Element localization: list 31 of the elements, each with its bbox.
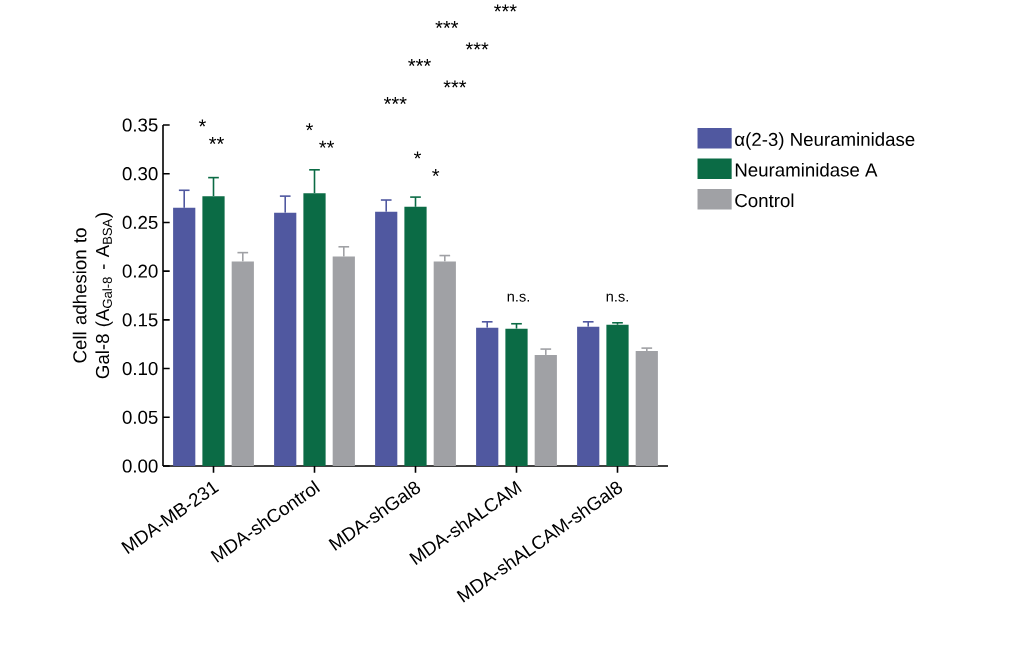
text: ***: [465, 42, 489, 50]
text: ***: [443, 80, 467, 88]
y-tick-label: 0.15: [122, 313, 158, 327]
y-tick-label: 0.10: [122, 361, 158, 376]
y-tick-label: 0.20: [122, 264, 158, 278]
bar: [606, 324, 629, 466]
annotation: *: [413, 151, 422, 159]
y-tick-label: 0.00: [122, 459, 158, 473]
bar: [534, 354, 557, 466]
annotation: **: [319, 140, 335, 148]
y-tick-label: 0.25: [122, 215, 158, 230]
text: ***: [383, 96, 407, 104]
bar: [635, 351, 658, 466]
annotation: *: [198, 119, 206, 127]
legend-label: Neuraminidase A: [735, 162, 878, 177]
bar: [476, 327, 499, 466]
legend-label: α(2-3) Neuraminidase: [735, 132, 915, 150]
annotation: **: [209, 136, 224, 144]
y-tick-label: 0.30: [122, 167, 158, 181]
y-tick-label: 0.35: [122, 118, 158, 132]
text: ***: [435, 20, 459, 29]
annotation: n.s.: [507, 293, 530, 302]
annotation: *: [305, 123, 314, 131]
legend-label: Control: [735, 193, 794, 208]
bar: [505, 328, 528, 466]
text: ***: [408, 58, 431, 67]
text: ***: [494, 4, 517, 12]
annotation: n.s.: [606, 293, 628, 302]
annotation: *: [432, 169, 440, 177]
y-tick-label: 0.05: [122, 410, 158, 424]
bar: [577, 326, 600, 466]
